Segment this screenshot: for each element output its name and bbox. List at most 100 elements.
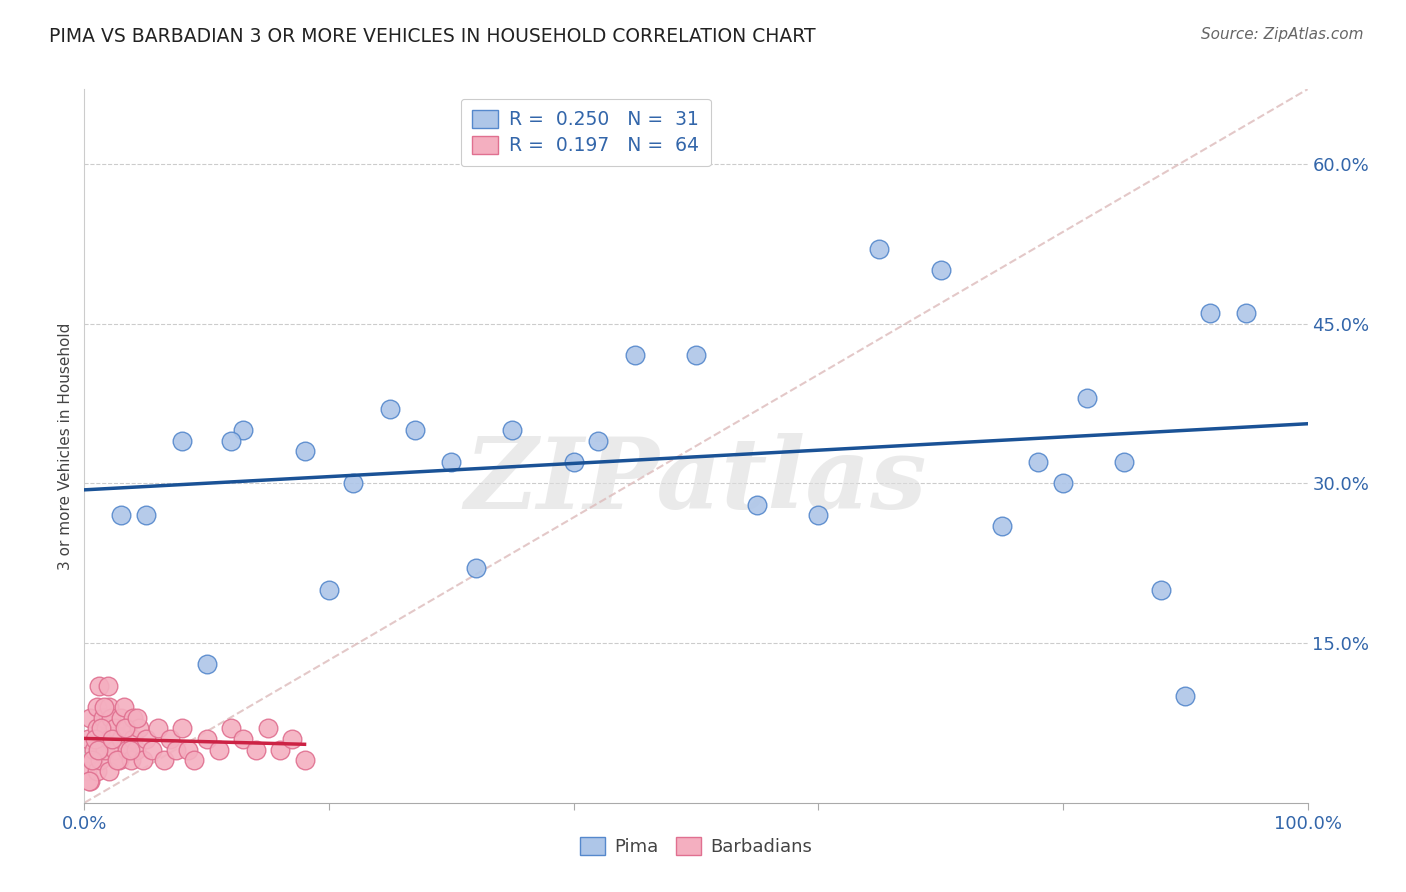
Point [97,764,120,778]
Point [77,774,100,789]
Point [281,731,304,746]
Point [91,731,114,746]
Point [122,731,145,746]
Point [440,455,463,469]
Point [1198,306,1220,320]
Point [87,742,110,756]
Point [208,742,231,756]
Point [269,742,291,756]
Point [177,742,200,756]
Point [404,423,426,437]
Point [195,657,218,672]
Point [96,721,118,735]
Point [91,710,114,724]
Point [97,700,120,714]
Point [101,731,124,746]
Point [94,742,117,756]
Point [82,753,104,767]
Point [87,742,110,756]
Point [115,742,138,756]
Point [219,721,242,735]
Point [245,742,267,756]
Point [929,263,952,277]
Point [90,721,112,735]
Point [114,721,136,735]
Point [120,753,142,767]
Point [135,731,157,746]
Point [380,401,402,416]
Point [104,742,127,756]
Legend: Pima, Barbadians: Pima, Barbadians [571,829,821,865]
Point [84,731,107,746]
Point [110,710,132,724]
Point [146,721,169,735]
Point [79,710,101,724]
Point [89,753,111,767]
Point [172,434,194,448]
Point [97,731,120,746]
Point [562,455,585,469]
Point [807,508,830,523]
Point [159,731,181,746]
Point [294,753,316,767]
Point [105,753,128,767]
Point [135,508,157,523]
Point [342,476,364,491]
Point [83,742,105,756]
Point [747,498,769,512]
Point [1236,306,1258,320]
Point [624,349,647,363]
Point [232,423,254,437]
Point [118,742,141,756]
Point [80,753,103,767]
Point [153,753,176,767]
Point [112,700,135,714]
Point [318,582,340,597]
Point [195,731,218,746]
Y-axis label: 3 or more Vehicles in Household: 3 or more Vehicles in Household [58,322,73,570]
Point [1076,391,1098,405]
Point [1150,582,1173,597]
Point [86,700,108,714]
Point [502,423,524,437]
Point [1174,690,1197,704]
Point [125,710,148,724]
Point [86,721,108,735]
Point [141,742,163,756]
Point [125,742,148,756]
Point [219,434,242,448]
Text: Source: ZipAtlas.com: Source: ZipAtlas.com [1201,27,1364,42]
Point [86,764,108,778]
Point [294,444,316,458]
Point [869,242,891,256]
Point [93,700,115,714]
Text: PIMA VS BARBADIAN 3 OR MORE VEHICLES IN HOUSEHOLD CORRELATION CHART: PIMA VS BARBADIAN 3 OR MORE VEHICLES IN … [49,27,815,45]
Point [97,679,120,693]
Point [991,519,1014,533]
Point [107,753,129,767]
Point [685,349,707,363]
Point [79,774,101,789]
Point [104,721,127,735]
Point [183,753,205,767]
Point [165,742,187,756]
Point [1052,476,1074,491]
Point [232,731,254,746]
Point [100,710,122,724]
Text: ZIPatlas: ZIPatlas [465,434,927,530]
Point [172,721,194,735]
Point [122,710,145,724]
Point [128,721,150,735]
Point [132,753,155,767]
Point [110,508,132,523]
Point [257,721,280,735]
Point [87,679,110,693]
Point [110,731,132,746]
Point [1114,455,1136,469]
Point [586,434,609,448]
Point [76,764,98,778]
Point [1028,455,1050,469]
Point [464,561,486,575]
Point [77,731,100,746]
Point [115,721,138,735]
